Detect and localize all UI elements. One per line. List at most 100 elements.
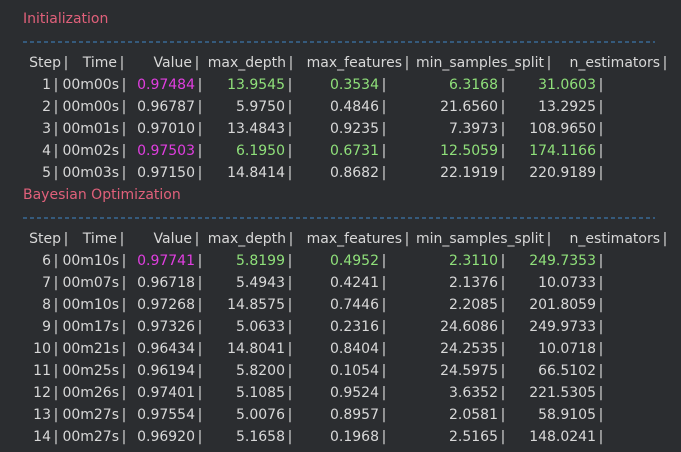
cell: 5.1658 bbox=[236, 429, 285, 445]
separator: | bbox=[599, 385, 604, 401]
separator: | bbox=[288, 407, 293, 423]
cell: 9 bbox=[42, 319, 51, 335]
separator: | bbox=[382, 385, 387, 401]
cell: 14 bbox=[33, 429, 51, 445]
cell: 00m10s bbox=[62, 297, 119, 313]
separator: | bbox=[289, 231, 294, 247]
cell: 1 bbox=[42, 77, 51, 93]
section-title: Bayesian Optimization bbox=[23, 187, 181, 203]
separator: | bbox=[54, 341, 59, 357]
cell: 13.2925 bbox=[538, 99, 596, 115]
cell: 2.5165 bbox=[449, 429, 498, 445]
separator: | bbox=[54, 297, 59, 313]
separator: | bbox=[382, 121, 387, 137]
separator: | bbox=[288, 319, 293, 335]
cell: 0.9235 bbox=[330, 121, 379, 137]
cell: 22.1919 bbox=[440, 165, 498, 181]
separator: | bbox=[288, 275, 293, 291]
separator: | bbox=[198, 99, 203, 115]
separator: | bbox=[382, 297, 387, 313]
cell: 2.2085 bbox=[449, 297, 498, 313]
cell: 5.0076 bbox=[236, 407, 285, 423]
cell: 24.6086 bbox=[440, 319, 498, 335]
header-cell: Time bbox=[82, 231, 117, 247]
cell: 00m27s bbox=[62, 429, 119, 445]
separator: | bbox=[599, 275, 604, 291]
cell: 13.9545 bbox=[227, 77, 285, 93]
cell: 00m17s bbox=[62, 319, 119, 335]
cell: 31.0603 bbox=[538, 77, 596, 93]
cell: 00m02s bbox=[62, 143, 119, 159]
cell: 0.1054 bbox=[330, 363, 379, 379]
separator: | bbox=[501, 275, 506, 291]
separator: | bbox=[54, 407, 59, 423]
header-cell: max_features bbox=[307, 231, 402, 247]
separator: | bbox=[288, 99, 293, 115]
separator: | bbox=[122, 253, 127, 269]
cell: 148.0241 bbox=[529, 429, 596, 445]
cell: 00m01s bbox=[62, 121, 119, 137]
cell: 0.97503 bbox=[137, 143, 195, 159]
cell: 00m26s bbox=[62, 385, 119, 401]
separator: | bbox=[599, 341, 604, 357]
cell: 0.8404 bbox=[330, 341, 379, 357]
separator: | bbox=[54, 165, 59, 181]
cell: 0.4846 bbox=[330, 99, 379, 115]
separator: | bbox=[382, 319, 387, 335]
cell: 0.96718 bbox=[137, 275, 195, 291]
separator: | bbox=[382, 363, 387, 379]
separator: | bbox=[122, 385, 127, 401]
separator: | bbox=[382, 407, 387, 423]
separator: | bbox=[288, 77, 293, 93]
cell: 00m03s bbox=[62, 165, 119, 181]
cell: 11 bbox=[33, 363, 51, 379]
cell: 00m00s bbox=[62, 99, 119, 115]
separator: | bbox=[122, 429, 127, 445]
separator: | bbox=[54, 429, 59, 445]
separator: | bbox=[599, 99, 604, 115]
separator: | bbox=[289, 55, 294, 71]
separator: | bbox=[599, 143, 604, 159]
separator: | bbox=[288, 253, 293, 269]
separator: | bbox=[288, 341, 293, 357]
separator: | bbox=[382, 99, 387, 115]
separator: | bbox=[198, 77, 203, 93]
separator: | bbox=[54, 385, 59, 401]
cell: 174.1166 bbox=[529, 143, 596, 159]
separator: | bbox=[122, 407, 127, 423]
separator: | bbox=[599, 253, 604, 269]
separator: | bbox=[288, 297, 293, 313]
cell: 00m10s bbox=[62, 253, 119, 269]
cell: 7 bbox=[42, 275, 51, 291]
separator: | bbox=[120, 55, 125, 71]
header-cell: Step bbox=[29, 55, 61, 71]
separator: | bbox=[288, 121, 293, 137]
cell: 2.3110 bbox=[449, 253, 498, 269]
cell: 5.0633 bbox=[236, 319, 285, 335]
separator: | bbox=[64, 231, 69, 247]
cell: 14.8041 bbox=[227, 341, 285, 357]
cell: 10.0733 bbox=[538, 275, 596, 291]
separator: | bbox=[198, 407, 203, 423]
separator: | bbox=[382, 143, 387, 159]
cell: 12 bbox=[33, 385, 51, 401]
cell: 00m25s bbox=[62, 363, 119, 379]
header-cell: n_estimators bbox=[570, 231, 660, 247]
separator: | bbox=[501, 341, 506, 357]
separator: | bbox=[599, 407, 604, 423]
cell: 5.8199 bbox=[236, 253, 285, 269]
separator: | bbox=[501, 363, 506, 379]
separator: | bbox=[501, 165, 506, 181]
cell: 221.5305 bbox=[529, 385, 596, 401]
separator: | bbox=[54, 99, 59, 115]
separator: | bbox=[122, 297, 127, 313]
separator: | bbox=[599, 121, 604, 137]
cell: 21.6560 bbox=[440, 99, 498, 115]
header-cell: Value bbox=[154, 55, 192, 71]
separator: | bbox=[54, 253, 59, 269]
separator: | bbox=[599, 363, 604, 379]
separator: | bbox=[663, 231, 668, 247]
separator: | bbox=[198, 385, 203, 401]
cell: 0.97401 bbox=[137, 385, 195, 401]
